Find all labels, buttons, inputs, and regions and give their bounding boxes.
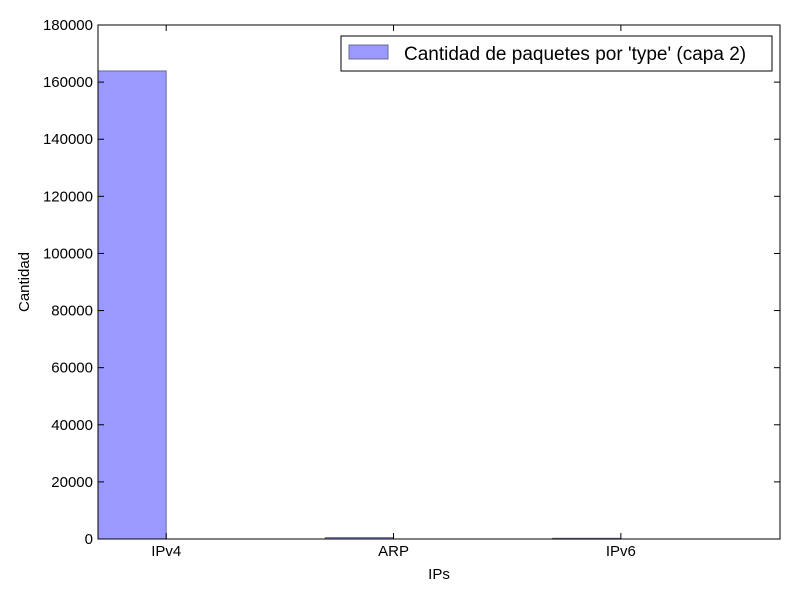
legend-label: Cantidad de paquetes por 'type' (capa 2) bbox=[404, 44, 746, 65]
x-ticks-group: IPv4 ARP IPv6 bbox=[151, 25, 636, 560]
y-tick-label: 120000 bbox=[43, 188, 93, 205]
legend-box bbox=[340, 35, 773, 72]
x-tick-label: ARP bbox=[378, 543, 409, 560]
bar-ipv4 bbox=[97, 70, 167, 540]
legend: Cantidad de paquetes por 'type' (capa 2) bbox=[340, 35, 773, 72]
y-axis-title: Cantidad bbox=[16, 252, 33, 312]
x-tick-label: IPv4 bbox=[151, 543, 181, 560]
y-tick-label: 80000 bbox=[51, 303, 93, 320]
y-tick-label: 20000 bbox=[51, 474, 93, 491]
y-tick-label: 100000 bbox=[43, 245, 93, 262]
y-tick-label: 0 bbox=[85, 531, 93, 548]
x-tick-label: IPv6 bbox=[606, 543, 636, 560]
y-tick-label: 40000 bbox=[51, 417, 93, 434]
y-tick-label: 140000 bbox=[43, 131, 93, 148]
plot-area bbox=[98, 25, 780, 539]
y-tick-label: 60000 bbox=[51, 360, 93, 377]
plot-frame bbox=[97, 24, 781, 540]
legend-swatch bbox=[348, 44, 389, 60]
x-axis-title: IPs bbox=[428, 566, 450, 583]
y-tick-label: 160000 bbox=[43, 74, 93, 91]
y-tick-label: 180000 bbox=[43, 17, 93, 34]
y-ticks-group: 0 20000 40000 60000 80000 100000 120000 140000 1… bbox=[43, 17, 780, 548]
